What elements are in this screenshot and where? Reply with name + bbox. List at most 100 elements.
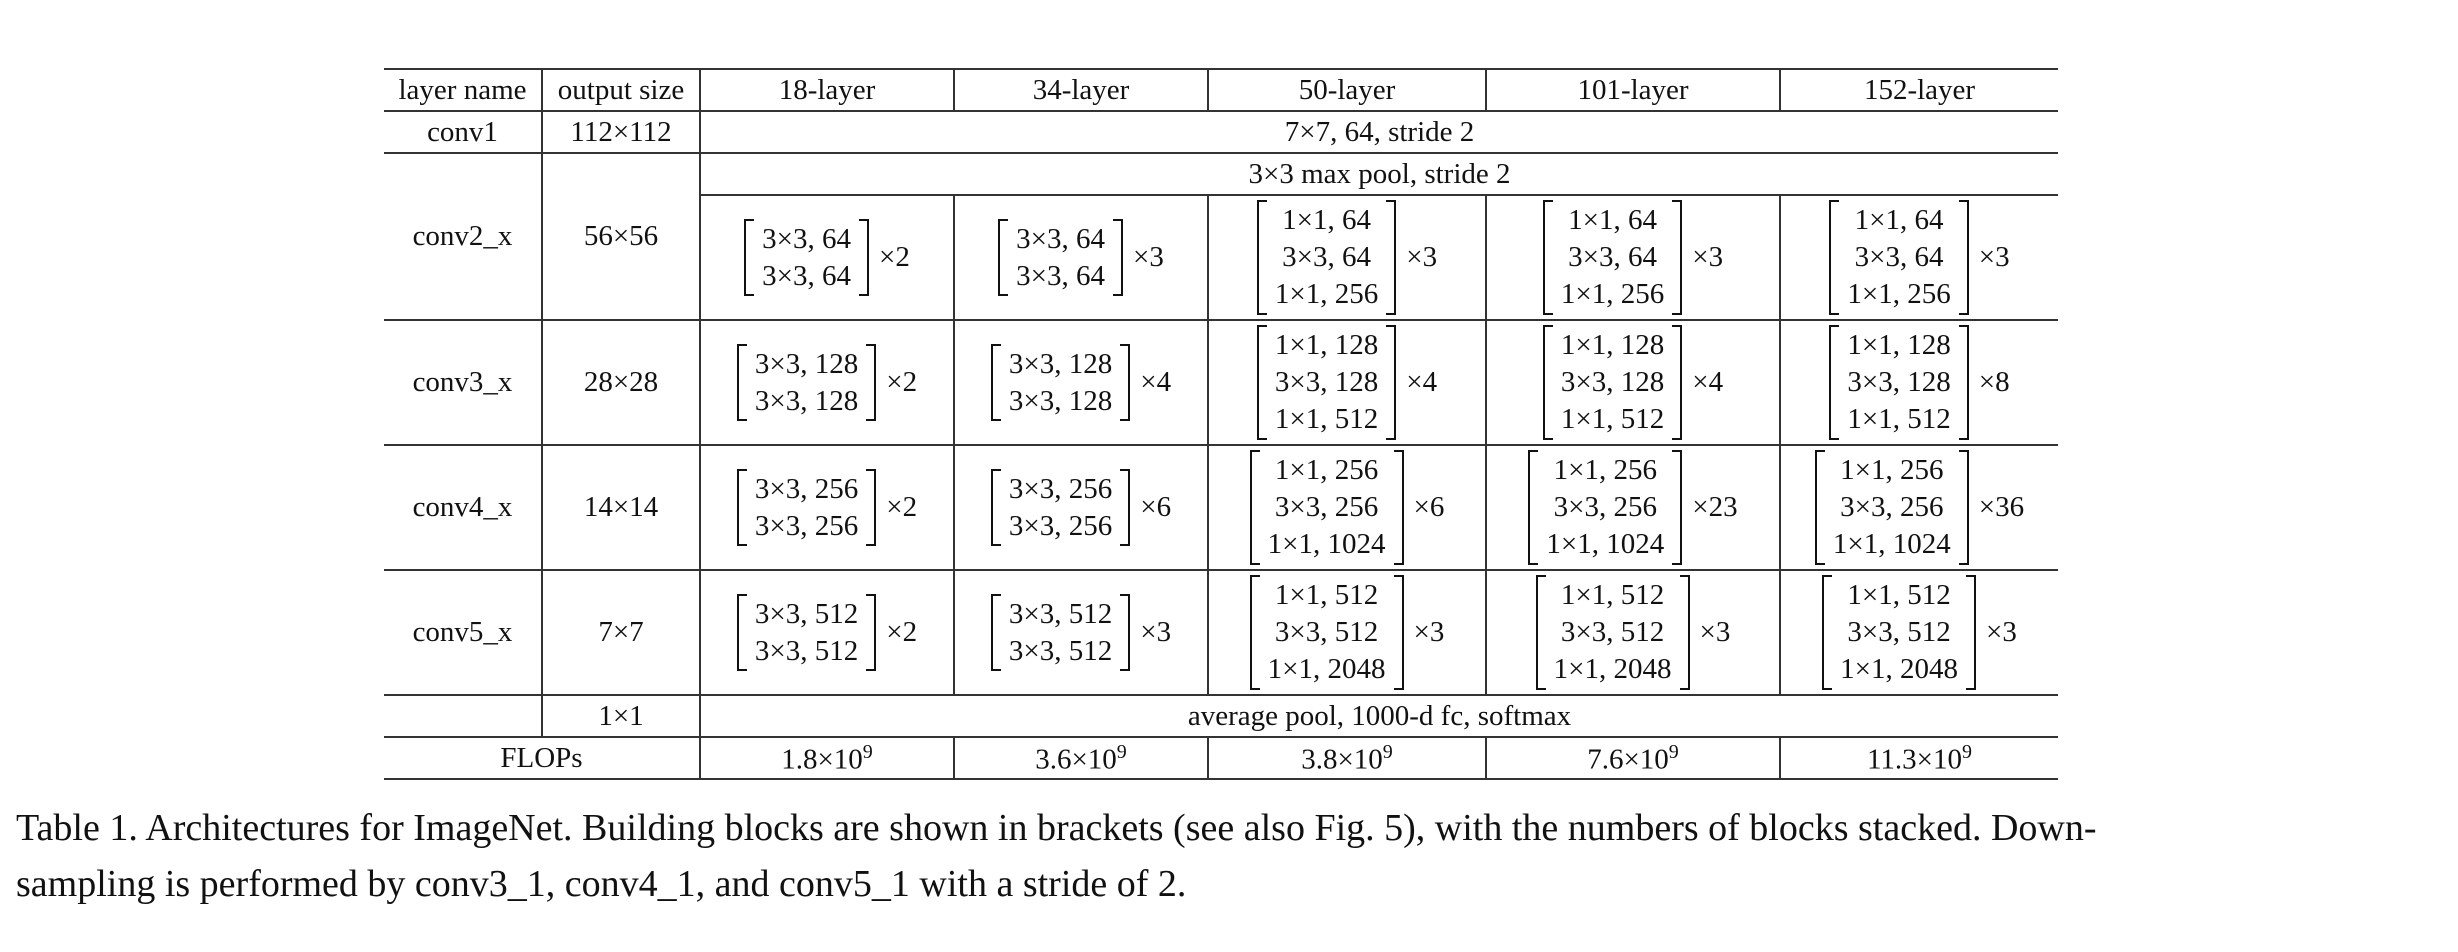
building-block: 1×1, 128 3×3, 128 1×1, 512 ×4 <box>1256 325 1437 441</box>
flops-base: 3.8×10 <box>1301 743 1383 776</box>
block-layer-spec: 3×3, 256 <box>1274 491 1379 524</box>
block-layer-spec: 1×1, 512 <box>1274 402 1379 435</box>
block-layer-spec: 3×3, 64 <box>1282 241 1371 274</box>
header-50-layer: 50-layer <box>1207 68 1487 112</box>
building-block: 3×3, 128 3×3, 128 ×2 <box>736 343 917 422</box>
block-multiplier: ×3 <box>1133 241 1164 273</box>
flops-exponent: 9 <box>862 740 873 763</box>
flops-exponent: 9 <box>1962 740 1973 763</box>
block-layer-spec: 1×1, 2048 <box>1840 652 1958 685</box>
building-block: 3×3, 128 3×3, 128 ×4 <box>990 343 1172 422</box>
block-layer-spec: 3×3, 512 <box>1274 616 1379 649</box>
caption-line-2: sampling is performed by conv3_1, conv4_… <box>16 863 1187 905</box>
conv5-block-cell: 3×3, 512 3×3, 512 ×3 <box>953 569 1209 696</box>
conv3-block-cell: 3×3, 128 3×3, 128 ×2 <box>699 319 955 446</box>
building-block: 1×1, 256 3×3, 256 1×1, 1024 ×36 <box>1814 450 2024 566</box>
building-block: 1×1, 128 3×3, 128 1×1, 512 ×8 <box>1829 325 2010 441</box>
block-multiplier: ×4 <box>1140 366 1172 398</box>
building-block: 1×1, 64 3×3, 64 1×1, 256 ×3 <box>1256 200 1438 316</box>
header-output-size: output size <box>541 68 701 112</box>
block-layer-spec: 3×3, 128 <box>1008 347 1113 380</box>
block-layer-spec: 1×1, 512 <box>1560 402 1665 435</box>
block-layer-spec: 1×1, 512 <box>1560 579 1665 612</box>
block-bracket: 1×1, 256 3×3, 256 1×1, 1024 <box>1814 450 1969 566</box>
flops-exponent: 9 <box>1668 740 1679 763</box>
block-layer-spec: 3×3, 128 <box>1274 366 1379 399</box>
block-bracket: 1×1, 256 3×3, 256 1×1, 1024 <box>1249 450 1404 566</box>
block-bracket: 3×3, 256 3×3, 256 <box>990 468 1131 547</box>
block-layer-spec: 1×1, 1024 <box>1267 527 1386 560</box>
block-layer-spec: 1×1, 256 <box>1840 454 1944 487</box>
conv4-output: 14×14 <box>541 444 701 571</box>
block-layer-spec: 1×1, 64 <box>1568 204 1657 237</box>
block-bracket: 3×3, 256 3×3, 256 <box>736 468 877 547</box>
block-multiplier: ×2 <box>886 491 918 523</box>
block-layer-spec: 3×3, 128 <box>1847 366 1951 399</box>
block-layer-spec: 1×1, 512 <box>1847 402 1951 435</box>
block-layer-spec: 1×1, 128 <box>1560 329 1665 362</box>
block-layer-spec: 3×3, 128 <box>754 347 859 380</box>
building-block: 3×3, 512 3×3, 512 ×3 <box>990 593 1171 672</box>
final-spec: average pool, 1000-d fc, softmax <box>699 694 2058 738</box>
flops-base: 3.6×10 <box>1035 743 1117 776</box>
block-layer-spec: 3×3, 256 <box>1008 509 1113 542</box>
block-layer-spec: 3×3, 512 <box>754 597 859 630</box>
flops-value: 7.6×109 <box>1485 736 1781 780</box>
block-layer-spec: 3×3, 256 <box>1008 472 1113 505</box>
block-layer-spec: 3×3, 64 <box>762 222 851 255</box>
conv2-block-cell: 1×1, 64 3×3, 64 1×1, 256 ×3 <box>1485 194 1781 321</box>
block-layer-spec: 1×1, 256 <box>1274 454 1379 487</box>
header-152-layer: 152-layer <box>1779 68 2058 112</box>
block-bracket: 3×3, 128 3×3, 128 <box>736 343 877 422</box>
conv3-output: 28×28 <box>541 319 701 446</box>
caption-line-1: Table 1. Architectures for ImageNet. Bui… <box>16 807 2097 849</box>
block-layer-spec: 1×1, 256 <box>1553 454 1657 487</box>
final-output: 1×1 <box>541 694 701 738</box>
block-layer-spec: 1×1, 512 <box>1274 579 1379 612</box>
conv1-row: conv1 112×112 7×7, 64, stride 2 <box>384 110 2058 154</box>
conv1-name: conv1 <box>384 110 543 154</box>
conv4-row: conv4_x 14×14 3×3, 256 3×3, 256 ×2 3×3, 256 3×… <box>384 444 2058 571</box>
flops-base: 1.8×10 <box>781 743 863 776</box>
block-bracket: 3×3, 64 3×3, 64 <box>744 218 869 297</box>
block-bracket: 1×1, 64 3×3, 64 1×1, 256 <box>1256 200 1397 316</box>
block-multiplier: ×2 <box>879 241 910 273</box>
flops-exponent: 9 <box>1382 740 1393 763</box>
block-layer-spec: 1×1, 128 <box>1274 329 1379 362</box>
block-layer-spec: 3×3, 128 <box>1560 366 1665 399</box>
conv3-row: conv3_x 28×28 3×3, 128 3×3, 128 ×2 3×3, 128 3×… <box>384 319 2058 446</box>
block-bracket: 1×1, 512 3×3, 512 1×1, 2048 <box>1535 575 1690 691</box>
conv3-block-cell: 3×3, 128 3×3, 128 ×4 <box>953 319 1209 446</box>
conv5-output: 7×7 <box>541 569 701 696</box>
flops-exponent: 9 <box>1116 740 1127 763</box>
block-layer-spec: 3×3, 64 <box>1854 241 1944 274</box>
block-layer-spec: 1×1, 128 <box>1847 329 1951 362</box>
block-bracket: 1×1, 128 3×3, 128 1×1, 512 <box>1829 325 1970 441</box>
block-layer-spec: 1×1, 512 <box>1847 579 1951 612</box>
building-block: 1×1, 64 3×3, 64 1×1, 256 ×3 <box>1542 200 1724 316</box>
conv5-block-cell: 1×1, 512 3×3, 512 1×1, 2048 ×3 <box>1207 569 1487 696</box>
block-multiplier: ×3 <box>1406 240 1438 273</box>
block-multiplier: ×2 <box>886 616 918 648</box>
block-layer-spec: 1×1, 1024 <box>1546 527 1665 560</box>
block-bracket: 1×1, 64 3×3, 64 1×1, 256 <box>1829 200 1970 316</box>
block-multiplier: ×3 <box>1692 240 1724 273</box>
block-bracket: 1×1, 128 3×3, 128 1×1, 512 <box>1542 325 1683 441</box>
conv2-block-cell: 3×3, 64 3×3, 64 ×3 <box>953 194 1209 321</box>
flops-base: 7.6×10 <box>1587 743 1669 776</box>
header-34-layer: 34-layer <box>953 68 1209 112</box>
conv2-block-cell: 1×1, 64 3×3, 64 1×1, 256 ×3 <box>1779 194 2058 321</box>
block-multiplier: ×3 <box>1986 615 2017 648</box>
building-block: 1×1, 64 3×3, 64 1×1, 256 ×3 <box>1829 200 2010 316</box>
conv2-row: 3×3, 64 3×3, 64 ×2 3×3, 64 3×3, 64 ×3 1×1, 64 3… <box>384 194 2058 321</box>
conv4-block-cell: 1×1, 256 3×3, 256 1×1, 1024 ×6 <box>1207 444 1487 571</box>
block-layer-spec: 3×3, 64 <box>1568 241 1657 274</box>
building-block: 1×1, 128 3×3, 128 1×1, 512 ×4 <box>1542 325 1723 441</box>
conv3-block-cell: 1×1, 128 3×3, 128 1×1, 512 ×4 <box>1485 319 1781 446</box>
block-multiplier: ×3 <box>1413 615 1445 648</box>
conv3-block-cell: 1×1, 128 3×3, 128 1×1, 512 ×8 <box>1779 319 2058 446</box>
building-block: 3×3, 64 3×3, 64 ×2 <box>744 218 910 297</box>
building-block: 3×3, 64 3×3, 64 ×3 <box>998 218 1164 297</box>
conv1-output: 112×112 <box>541 110 701 154</box>
building-block: 3×3, 512 3×3, 512 ×2 <box>736 593 918 672</box>
